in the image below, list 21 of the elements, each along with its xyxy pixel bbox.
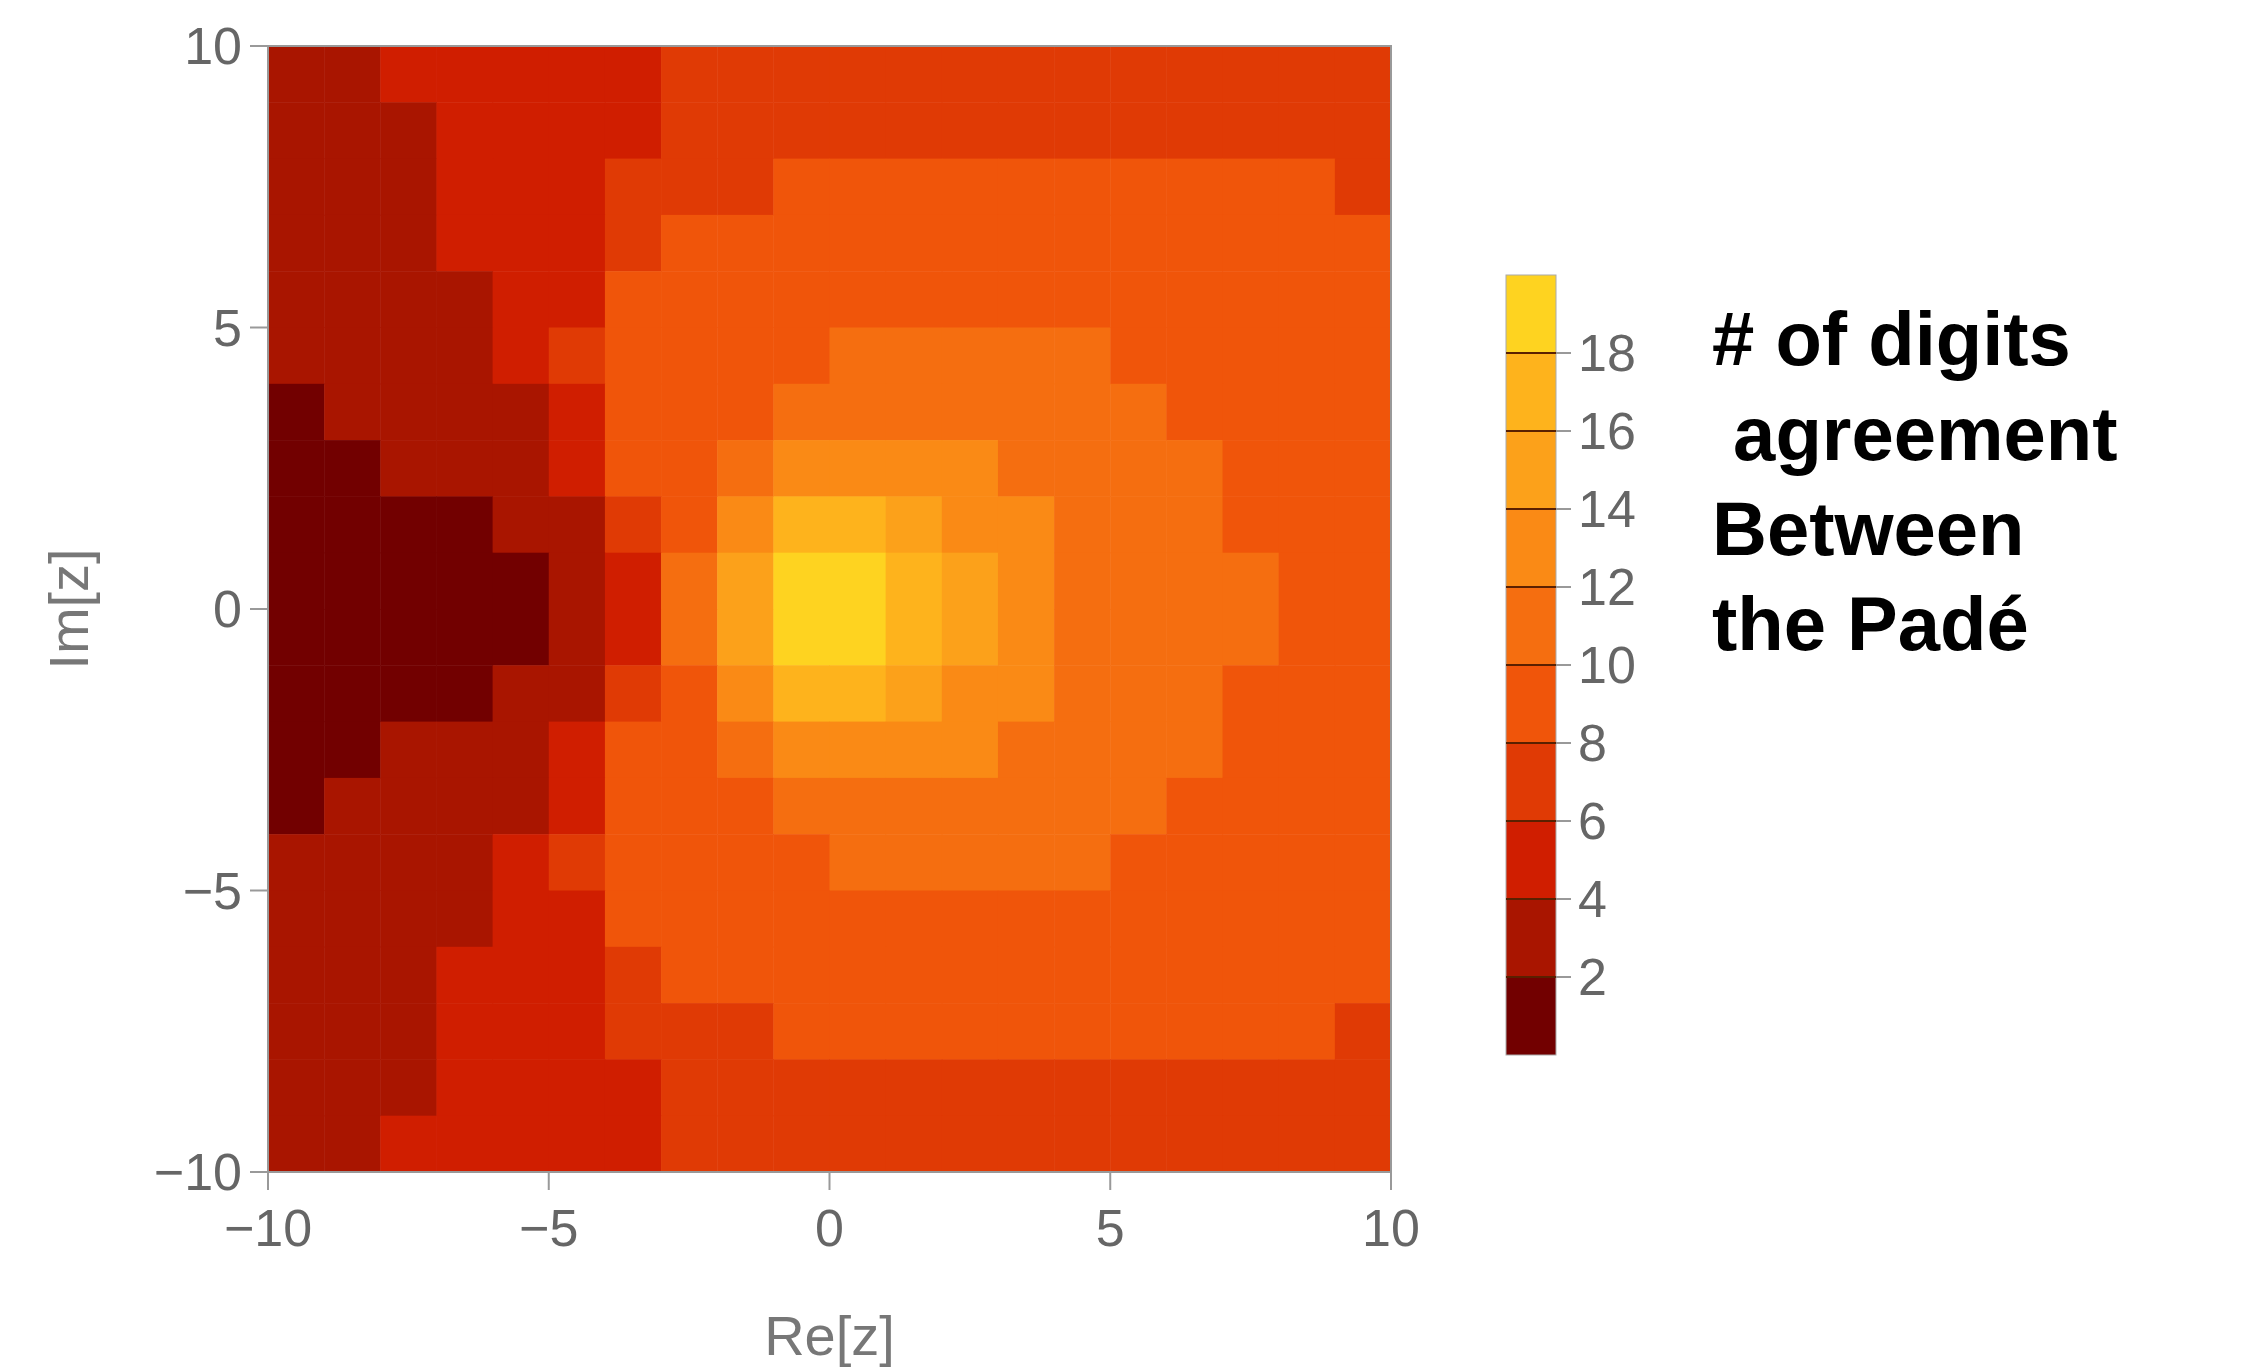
color-bar-label: 18: [1578, 324, 1636, 383]
color-bar-label: 8: [1578, 714, 1607, 773]
color-bar-label: 12: [1578, 558, 1636, 617]
color-bar-label: 2: [1578, 948, 1607, 1007]
x-tick-label: 0: [815, 1199, 844, 1257]
color-bar-label: 6: [1578, 792, 1607, 851]
color-bar-title: # of digits agreement Between the Padé: [1712, 296, 2118, 666]
x-tick-label: 5: [1095, 1199, 1125, 1257]
y-tick-label: 5: [213, 298, 242, 357]
y-tick-label: −5: [182, 861, 242, 920]
x-axis-title: Re[z]: [764, 1304, 895, 1367]
y-tick-label: 0: [213, 580, 242, 639]
color-bar-label: 14: [1578, 480, 1636, 539]
y-tick-label: 10: [184, 17, 242, 76]
x-tick-label: 10: [1362, 1199, 1420, 1257]
color-bar-label: 16: [1578, 402, 1636, 461]
x-tick-label: −5: [519, 1199, 579, 1257]
y-axis-title: Im[z]: [37, 548, 100, 670]
color-bar-label: 4: [1578, 870, 1607, 929]
color-bar-label: 10: [1578, 636, 1636, 695]
y-tick-label: −10: [153, 1143, 242, 1202]
